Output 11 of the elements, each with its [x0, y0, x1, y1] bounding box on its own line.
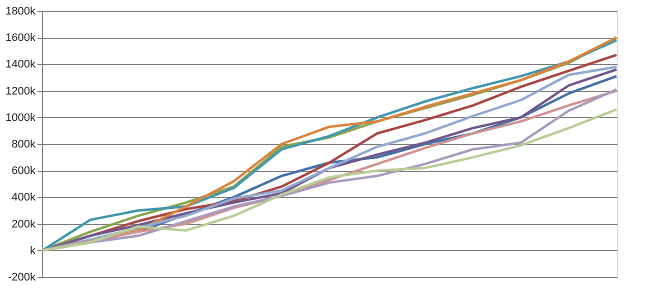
- y-tick-label: 1200k: [6, 85, 36, 98]
- y-tick-label: 400k: [12, 192, 36, 204]
- y-tick-label: 1000k: [6, 112, 36, 124]
- y-tick-label: 1400k: [6, 58, 36, 71]
- y-tick-label: 1800k: [6, 6, 36, 18]
- y-tick-label: 800k: [12, 138, 36, 150]
- y-tick-label: 1600k: [6, 32, 36, 44]
- y-tick-label: 200k: [12, 218, 36, 230]
- y-tick-label: k: [30, 244, 36, 257]
- y-tick-label: -200k: [8, 272, 36, 284]
- y-tick-label: 600k: [12, 165, 36, 178]
